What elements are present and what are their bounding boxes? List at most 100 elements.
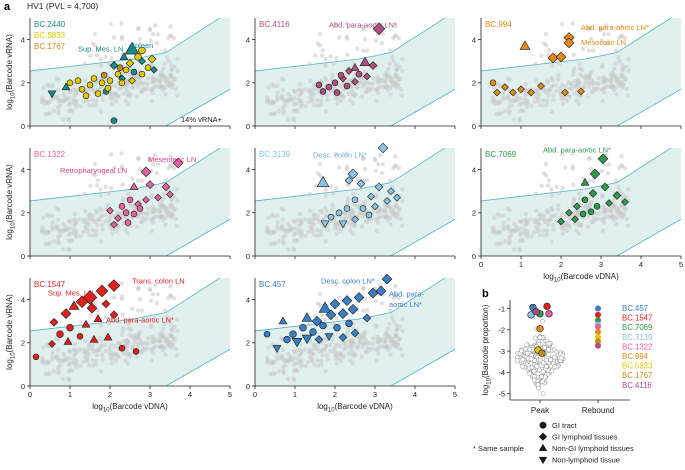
annotation-label: Abd. para-aortic LN* (581, 23, 649, 32)
x-tick-label: 3 (599, 260, 603, 269)
data-point (106, 206, 114, 215)
background-point (492, 85, 497, 90)
data-point (130, 68, 138, 76)
data-point (95, 284, 109, 298)
rebound-legend-entry: BC.3139 (622, 333, 652, 342)
background-point (45, 229, 50, 235)
background-point (152, 339, 157, 344)
background-point (324, 338, 329, 343)
data-point (289, 330, 297, 338)
peak-point (544, 364, 549, 369)
data-point (116, 64, 124, 71)
background-point (139, 219, 145, 225)
background-point (333, 281, 339, 287)
background-point (119, 21, 124, 26)
background-point (611, 87, 617, 93)
background-point (601, 31, 607, 37)
vrna-band-lower-line (615, 88, 681, 126)
data-point (345, 67, 353, 75)
background-point (317, 161, 323, 167)
background-point (155, 32, 160, 37)
background-point (66, 362, 72, 367)
panel-title: BC.7069 (485, 150, 517, 159)
background-point (577, 191, 582, 196)
annotation-label: Spleen (130, 41, 153, 50)
data-point (124, 41, 140, 55)
background-point (546, 178, 552, 183)
background-point (95, 308, 101, 313)
rebound-legend-entry: BC.457 (622, 304, 648, 313)
background-point (311, 92, 316, 97)
background-point (82, 191, 87, 197)
background-point (581, 85, 586, 90)
data-point (114, 214, 122, 223)
background-point (612, 66, 617, 72)
background-point (98, 239, 104, 244)
background-point (93, 358, 99, 363)
background-point (171, 165, 177, 171)
background-point (163, 352, 168, 357)
data-point (588, 189, 598, 198)
background-point (570, 151, 575, 156)
background-point (325, 93, 330, 98)
background-point (137, 329, 143, 335)
background-point (560, 231, 566, 236)
rebound-point (595, 338, 601, 345)
background-point (67, 219, 73, 224)
background-point (587, 156, 592, 162)
background-point (270, 229, 275, 235)
background-point (285, 117, 291, 122)
data-point (557, 217, 565, 226)
background-point (129, 334, 135, 339)
background-point (370, 76, 376, 81)
background-point (280, 356, 285, 361)
data-point (501, 83, 509, 91)
background-point (348, 210, 354, 215)
peak-point (531, 368, 537, 374)
y-tick-label: 0 (246, 382, 250, 391)
background-point (398, 216, 404, 222)
background-point (596, 81, 601, 86)
background-point (342, 341, 347, 346)
background-point (85, 98, 90, 104)
background-point (537, 92, 542, 97)
data-point (337, 308, 349, 319)
background-point (543, 161, 549, 167)
background-point (119, 332, 125, 338)
vrna-band-upper-line (255, 278, 446, 332)
panel-b-category-label: Rebound (582, 406, 614, 415)
data-point (343, 82, 351, 90)
background-point (66, 246, 71, 251)
vrna-band-lower-line (164, 218, 230, 256)
background-point (90, 343, 95, 348)
background-point (506, 226, 511, 231)
background-point (549, 109, 555, 114)
background-point (119, 164, 125, 169)
background-point (554, 184, 560, 189)
background-point (308, 354, 313, 360)
background-point (310, 228, 315, 234)
background-point (355, 345, 360, 350)
background-point (626, 68, 631, 74)
background-point (393, 74, 399, 79)
background-point (388, 75, 393, 81)
background-point (550, 78, 555, 83)
background-point (91, 349, 97, 355)
y-tick-label: 0 (246, 122, 250, 131)
data-point (347, 168, 359, 180)
background-point (394, 322, 399, 328)
y-tick-label: 4 (246, 35, 250, 44)
background-point (120, 312, 125, 318)
background-point (619, 74, 625, 79)
background-point (102, 212, 108, 218)
background-point (572, 66, 577, 71)
background-point (579, 67, 585, 72)
background-point (90, 233, 96, 238)
background-point (560, 185, 565, 191)
x-tick-label: 1 (519, 260, 523, 269)
background-point (620, 62, 625, 68)
data-point (375, 285, 387, 297)
background-point (375, 346, 380, 352)
background-point (380, 32, 385, 37)
background-point (125, 231, 131, 236)
